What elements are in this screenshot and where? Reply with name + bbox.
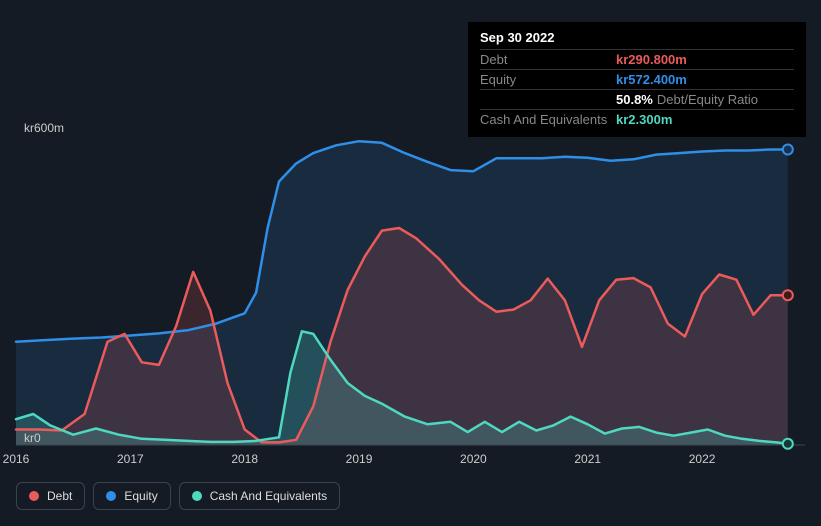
x-axis-label: 2019 — [346, 452, 373, 466]
legend-item-cash[interactable]: Cash And Equivalents — [179, 482, 340, 510]
tooltip-row: 50.8% Debt/Equity Ratio — [480, 89, 794, 109]
x-axis-label: 2017 — [117, 452, 144, 466]
legend-dot-icon — [29, 491, 39, 501]
tooltip-row-label — [480, 92, 616, 107]
tooltip-rows: Debtkr290.800mEquitykr572.400m50.8%Debt/… — [480, 49, 794, 129]
tooltip-row-label: Cash And Equivalents — [480, 112, 616, 127]
x-axis-label: 2022 — [689, 452, 716, 466]
hover-tooltip: Sep 30 2022 Debtkr290.800mEquitykr572.40… — [468, 22, 806, 137]
tooltip-row-value: kr290.800m — [616, 52, 687, 67]
tooltip-row-value: 50.8% — [616, 92, 653, 107]
tooltip-row-value: kr2.300m — [616, 112, 672, 127]
legend-item-label: Cash And Equivalents — [210, 489, 327, 503]
x-axis-label: 2021 — [574, 452, 601, 466]
tooltip-row-suffix: Debt/Equity Ratio — [657, 92, 758, 107]
tooltip-row: Cash And Equivalentskr2.300m — [480, 109, 794, 129]
x-axis-label: 2018 — [231, 452, 258, 466]
tooltip-row: Debtkr290.800m — [480, 49, 794, 69]
tooltip-row-value: kr572.400m — [616, 72, 687, 87]
legend-item-equity[interactable]: Equity — [93, 482, 170, 510]
tooltip-row: Equitykr572.400m — [480, 69, 794, 89]
y-axis-label: kr0 — [24, 431, 41, 445]
tooltip-date: Sep 30 2022 — [480, 30, 794, 49]
legend-item-debt[interactable]: Debt — [16, 482, 85, 510]
tooltip-row-label: Debt — [480, 52, 616, 67]
tooltip-row-label: Equity — [480, 72, 616, 87]
x-axis-label: 2020 — [460, 452, 487, 466]
x-axis-label: 2016 — [3, 452, 30, 466]
y-axis-label: kr600m — [24, 121, 64, 135]
legend: Debt Equity Cash And Equivalents — [16, 482, 340, 510]
legend-dot-icon — [106, 491, 116, 501]
legend-item-label: Debt — [47, 489, 72, 503]
legend-item-label: Equity — [124, 489, 157, 503]
legend-dot-icon — [192, 491, 202, 501]
